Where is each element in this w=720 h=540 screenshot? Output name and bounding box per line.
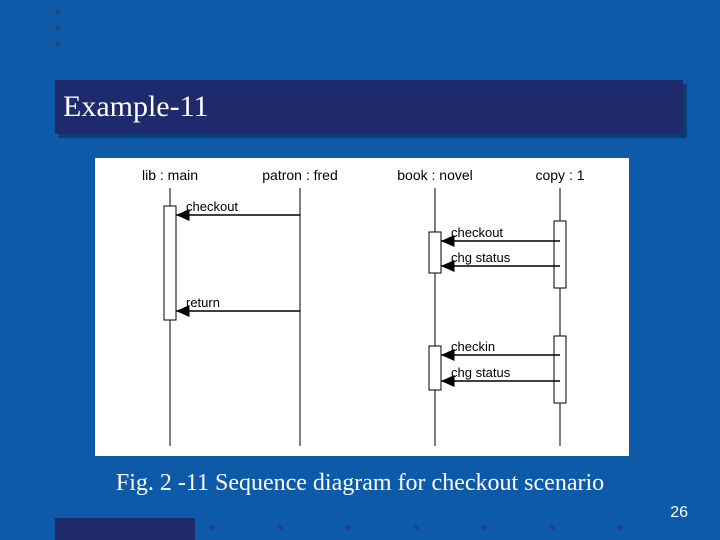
svg-text:book : novel: book : novel xyxy=(397,167,473,183)
decorative-bullets xyxy=(55,10,60,58)
bottom-accent-bar xyxy=(55,518,195,540)
svg-text:patron : fred: patron : fred xyxy=(262,167,338,183)
svg-text:checkin: checkin xyxy=(451,339,495,354)
slide-title: Example-11 xyxy=(63,90,209,124)
svg-text:return: return xyxy=(186,295,220,310)
decorative-bottom-dots xyxy=(210,525,623,530)
sequence-diagram: lib : main patron : fred book : novel copy … xyxy=(95,158,629,456)
svg-text:checkout: checkout xyxy=(186,199,238,214)
svg-text:chg status: chg status xyxy=(451,250,511,265)
figure-caption: Fig. 2 -11 Sequence diagram for checkout… xyxy=(0,470,720,497)
title-bar: Example-11 xyxy=(55,80,683,134)
svg-text:chg status: chg status xyxy=(451,365,511,380)
svg-text:copy : 1: copy : 1 xyxy=(535,167,584,183)
svg-text:lib : main: lib : main xyxy=(142,167,198,183)
svg-text:checkout: checkout xyxy=(451,225,503,240)
page-number: 26 xyxy=(670,504,688,522)
